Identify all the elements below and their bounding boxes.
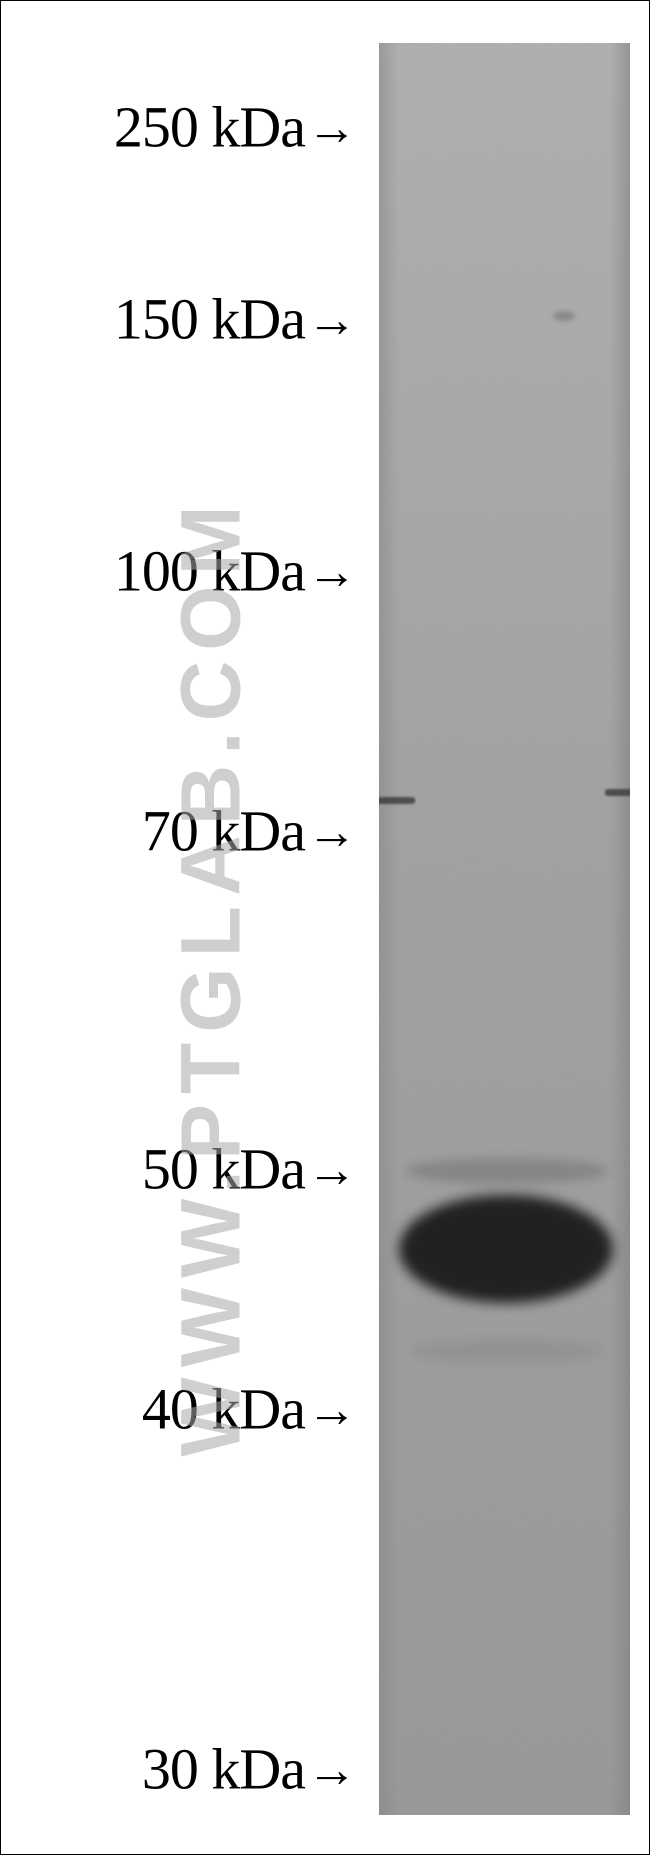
arrow-right-icon: → [307, 802, 357, 860]
marker-label-250kda: 250 kDa→ [114, 94, 357, 161]
arrow-right-icon: → [307, 542, 357, 600]
arrow-right-icon: → [307, 290, 357, 348]
lane [379, 43, 630, 1815]
marker-text: 50 kDa [142, 1136, 305, 1203]
marker-text: 40 kDa [142, 1376, 305, 1443]
marker-label-150kda: 150 kDa→ [114, 286, 357, 353]
marker-text: 100 kDa [114, 538, 305, 605]
marker-label-50kda: 50 kDa→ [142, 1136, 357, 1203]
arrow-right-icon: → [307, 1140, 357, 1198]
arrow-right-icon: → [307, 1740, 357, 1798]
marker-text: 30 kDa [142, 1736, 305, 1803]
marker-label-30kda: 30 kDa→ [142, 1736, 357, 1803]
marker-text: 70 kDa [142, 798, 305, 865]
arrow-right-icon: → [307, 1380, 357, 1438]
film-grain [379, 43, 630, 1815]
marker-text: 150 kDa [114, 286, 305, 353]
arrow-right-icon: → [307, 98, 357, 156]
marker-text: 250 kDa [114, 94, 305, 161]
marker-label-70kda: 70 kDa→ [142, 798, 357, 865]
marker-label-100kda: 100 kDa→ [114, 538, 357, 605]
marker-label-40kda: 40 kDa→ [142, 1376, 357, 1443]
ladder-labels: 250 kDa→150 kDa→100 kDa→70 kDa→50 kDa→40… [1, 1, 357, 1854]
western-blot-figure: 250 kDa→150 kDa→100 kDa→70 kDa→50 kDa→40… [0, 0, 650, 1855]
